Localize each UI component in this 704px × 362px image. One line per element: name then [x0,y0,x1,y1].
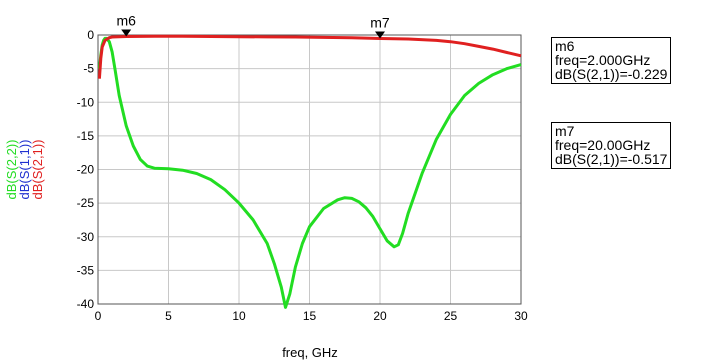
y-tick-label: -30 [77,230,95,244]
legend-db-s-2-2-: dB(S(2,2)) [4,140,19,200]
marker-freq: freq=2.000GHz [555,52,651,68]
x-tick-label: 10 [232,309,246,323]
marker-m7-triangle[interactable] [375,31,385,39]
x-tick-label: 20 [373,309,387,323]
marker-layer: m6 m7 [116,13,390,39]
y-tick-label: -15 [77,129,95,143]
marker-name: m6 [555,38,575,54]
marker-m7-label: m7 [370,14,390,30]
y-tick-label: -25 [77,196,95,210]
series-layer [97,34,522,309]
series-line-db-s-2-1- [97,34,522,79]
x-tick-labels: 0 5 10 15 20 25 30 [95,309,528,323]
x-tick-label: 30 [514,309,528,323]
y-tick-label: -20 [77,163,95,177]
y-tick-label: -35 [77,263,95,277]
y-tick-label: 0 [87,28,94,42]
plot-frame [97,34,522,305]
y-axis-legend: dB(S(2,2))dB(S(1,1))dB(S(2,1)) [4,140,45,200]
legend-db-s-1-1-: dB(S(1,1)) [17,140,32,200]
marker-value: dB(S(2,1))=-0.229 [555,66,668,82]
series-line-db-s-2-2- [97,36,522,309]
x-tick-label: 5 [165,309,172,323]
x-tick-label: 0 [95,309,102,323]
marker-name: m7 [555,123,575,139]
marker-readout-m6[interactable]: m6 freq=2.000GHz dB(S(2,1))=-0.229 [551,37,672,84]
y-tick-label: -40 [77,297,95,311]
marker-m6-label: m6 [116,13,136,29]
y-tick-labels: 0 -5 -10 -15 -20 -25 -30 -35 -40 [77,28,95,311]
marker-freq: freq=20.00GHz [555,137,651,153]
y-tick-label: -10 [77,95,95,109]
y-tick-label: -5 [83,62,94,76]
x-tick-label: 25 [444,309,458,323]
legend-db-s-2-1-: dB(S(2,1)) [30,140,45,200]
marker-m6-triangle[interactable] [121,29,132,37]
marker-value: dB(S(2,1))=-0.517 [555,151,668,167]
marker-readout-m7[interactable]: m7 freq=20.00GHz dB(S(2,1))=-0.517 [551,122,672,169]
x-axis-label: freq, GHz [282,345,338,360]
x-tick-label: 15 [303,309,317,323]
